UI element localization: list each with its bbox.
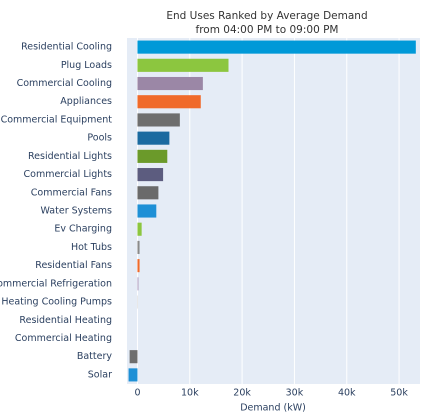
- x-tick-label: 50k: [390, 388, 408, 399]
- y-tick-label: Plug Loads: [61, 60, 112, 71]
- chart-subtitle: from 04:00 PM to 09:00 PM: [196, 24, 339, 36]
- x-tick-label: 0: [134, 388, 140, 399]
- y-tick-label: Residential Cooling: [21, 42, 112, 53]
- x-tick-label: 10k: [181, 388, 199, 399]
- x-tick-label: 40k: [338, 388, 356, 399]
- y-tick-label: Residential Fans: [35, 260, 112, 271]
- y-tick-label: Commercial Lights: [24, 169, 113, 180]
- y-tick-label: Water Systems: [41, 206, 113, 217]
- bar: [137, 204, 157, 218]
- bar: [129, 350, 138, 364]
- bar: [137, 259, 140, 273]
- x-tick-label: 30k: [286, 388, 304, 399]
- y-tick-label: Commercial Heating: [15, 333, 112, 344]
- y-tick-label: Residential Lights: [28, 151, 112, 162]
- x-axis-label: Demand (kW): [240, 403, 306, 414]
- bar: [137, 131, 170, 145]
- y-tick-label: Commercial Refrigeration: [0, 278, 112, 289]
- bar: [137, 186, 159, 200]
- bar: [137, 149, 168, 163]
- y-tick-label: Battery: [77, 351, 113, 362]
- bar: [137, 277, 139, 291]
- y-tick-label: Hot Tubs: [71, 242, 112, 253]
- y-tick-label: Ev Charging: [54, 224, 112, 235]
- x-tick-label: 20k: [233, 388, 251, 399]
- bar: [137, 222, 142, 236]
- bar: [137, 113, 180, 127]
- y-tick-label: Pools: [87, 133, 112, 144]
- y-tick-label: Solar: [88, 369, 112, 380]
- y-tick-label: Commercial Equipment: [1, 114, 113, 125]
- bar: [128, 368, 138, 382]
- bar: [137, 40, 416, 54]
- y-tick-label: Appliances: [60, 96, 112, 107]
- bar: [137, 58, 229, 72]
- y-tick-label: Commercial Cooling: [17, 78, 112, 89]
- y-tick-label: Commercial Fans: [31, 187, 112, 198]
- bar: [137, 168, 164, 182]
- y-tick-label: Residential Heating: [19, 315, 112, 326]
- chart-title: End Uses Ranked by Average Demand: [166, 10, 367, 22]
- bar: [137, 76, 203, 91]
- bar: [137, 240, 140, 254]
- y-tick-label: Heating Cooling Pumps: [1, 297, 112, 308]
- bar: [137, 95, 201, 109]
